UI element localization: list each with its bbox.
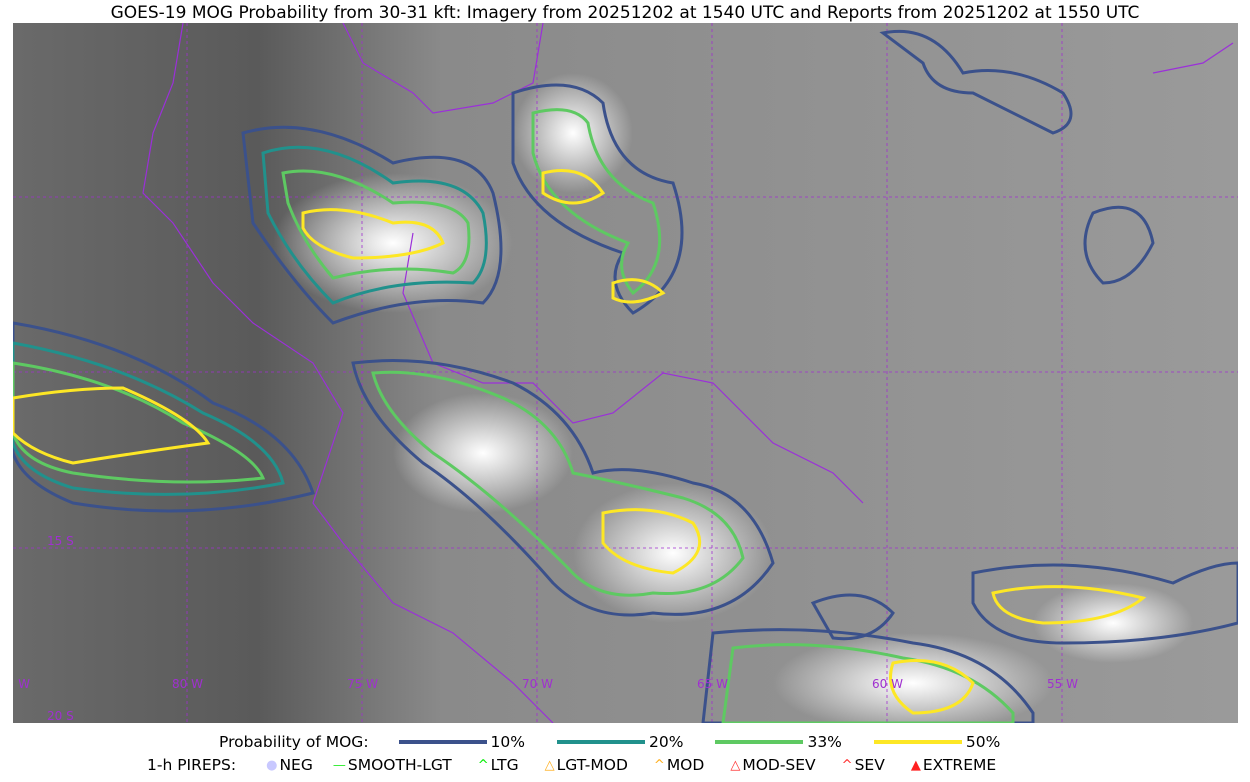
lon-label: 80 W bbox=[172, 677, 203, 691]
pirep-label: MOD bbox=[666, 756, 705, 774]
lat-label: 20 S bbox=[47, 709, 74, 723]
level-label: 33% bbox=[807, 733, 842, 751]
pirep-label: LGT-MOD bbox=[556, 756, 628, 774]
caret-bar-icon: △ bbox=[544, 757, 555, 773]
probability-legend: Probability of MOG: 10% 20% 33% 50% bbox=[0, 733, 1250, 751]
pireps-legend: 1-h PIREPS: ● NEG — SMOOTH-LGT ^ LTG △ LGT-M… bbox=[0, 756, 1250, 774]
probability-legend-label: Probability of MOG: bbox=[219, 733, 369, 751]
lon-label: 85 W bbox=[13, 677, 30, 691]
pirep-label: SMOOTH-LGT bbox=[347, 756, 452, 774]
lon-label: 60 W bbox=[872, 677, 903, 691]
level-10-swatch bbox=[398, 740, 487, 744]
level-label: 50% bbox=[965, 733, 1001, 751]
caret-icon: ^ bbox=[477, 757, 489, 773]
pirep-label: EXTREME bbox=[922, 756, 997, 774]
double-caret-icon: ^ bbox=[841, 757, 853, 773]
latitude-labels: 15 S 20 S bbox=[47, 534, 74, 723]
lon-label: 70 W bbox=[522, 677, 553, 691]
gridlines bbox=[13, 23, 1238, 723]
lon-label: 55 W bbox=[1047, 677, 1078, 691]
pirep-label: MOD-SEV bbox=[742, 756, 816, 774]
pirep-label: LTG bbox=[490, 756, 519, 774]
level-33-swatch bbox=[715, 740, 804, 744]
level-label: 20% bbox=[649, 733, 684, 751]
level-label: 10% bbox=[490, 733, 525, 751]
line-icon: — bbox=[332, 757, 346, 773]
pirep-label: NEG bbox=[279, 756, 313, 774]
triangle-icon: ▲ bbox=[910, 757, 921, 773]
lon-label: 65 W bbox=[697, 677, 728, 691]
map-title: GOES-19 MOG Probability from 30-31 kft: … bbox=[110, 3, 1140, 23]
pireps-legend-label: 1-h PIREPS: bbox=[147, 756, 237, 774]
country-borders bbox=[142, 23, 1234, 723]
lon-label: 75 W bbox=[347, 677, 378, 691]
pirep-label: SEV bbox=[854, 756, 885, 774]
satellite-map: 85 W 80 W 75 W 70 W 65 W 60 W 55 W 15 S … bbox=[13, 23, 1238, 723]
caret-icon: ^ bbox=[653, 757, 665, 773]
mog-contours bbox=[13, 29, 1238, 723]
level-20-swatch bbox=[557, 740, 645, 744]
lat-label: 15 S bbox=[47, 534, 74, 548]
longitude-labels: 85 W 80 W 75 W 70 W 65 W 60 W 55 W bbox=[13, 677, 1078, 691]
level-50-swatch bbox=[873, 740, 962, 744]
double-caret-bar-icon: △ bbox=[730, 757, 741, 773]
neg-icon: ● bbox=[266, 757, 278, 773]
